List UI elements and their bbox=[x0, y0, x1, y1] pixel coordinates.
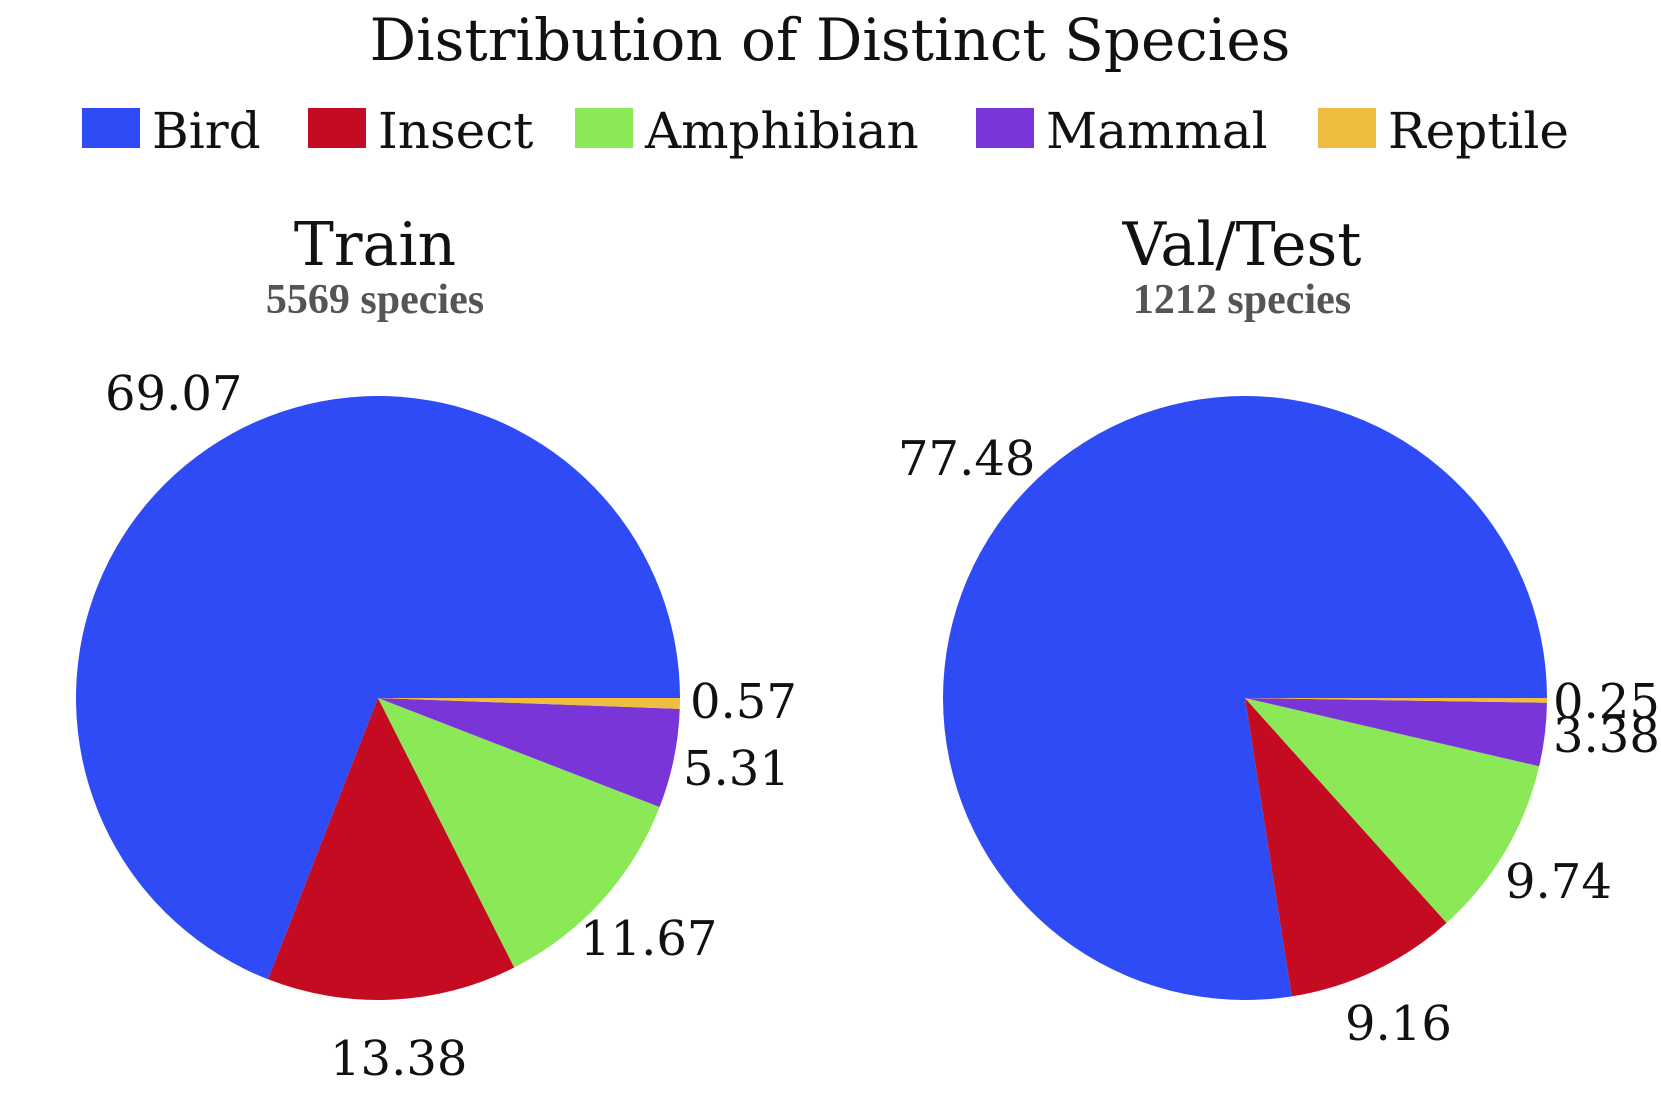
legend: Bird Insect Amphibian Mammal Reptile bbox=[82, 102, 1569, 160]
pie-val-test-label-bird: 77.48 bbox=[898, 431, 1035, 487]
legend-swatch-mammal bbox=[976, 108, 1034, 148]
pie-train-slice-amphibian bbox=[378, 698, 660, 968]
pie-train-slice-insect bbox=[268, 698, 515, 1000]
pie-train-label-mammal: 5.31 bbox=[683, 741, 790, 797]
pie-val-test-label-insect: 9.16 bbox=[1345, 996, 1452, 1052]
legend-swatch-reptile bbox=[1318, 108, 1376, 148]
pie-train-slice-mammal bbox=[378, 698, 680, 808]
pie-train-labels: 69.07 13.38 11.67 5.31 0.57 bbox=[105, 366, 797, 1087]
pie-train-label-bird: 69.07 bbox=[105, 366, 242, 422]
legend-swatch-insect bbox=[308, 108, 366, 148]
pie-train: Train 5569 species 69.07 13.38 11.67 5.31 0.… bbox=[75, 210, 797, 1087]
legend-label-mammal: Mammal bbox=[1046, 102, 1268, 160]
chart-title: Distribution of Distinct Species bbox=[370, 6, 1291, 74]
pie-val-test-subtitle: 1212 species bbox=[1133, 277, 1351, 323]
legend-label-insect: Insect bbox=[378, 102, 533, 160]
pie-val-test-label-mammal: 3.38 bbox=[1553, 708, 1660, 764]
pie-train-slice-reptile bbox=[378, 698, 680, 709]
pie-val-test-title: Val/Test bbox=[1122, 210, 1362, 280]
pie-val-test-slices bbox=[943, 395, 1547, 1001]
pie-val-test-slice-insect bbox=[1245, 698, 1447, 997]
pie-val-test-label-amphibian: 9.74 bbox=[1505, 854, 1612, 910]
legend-label-bird: Bird bbox=[152, 102, 261, 160]
pie-val-test-slice-amphibian bbox=[1245, 698, 1540, 923]
legend-label-reptile: Reptile bbox=[1388, 102, 1569, 160]
pie-train-slice-bird bbox=[75, 396, 680, 980]
pie-train-label-reptile: 0.57 bbox=[690, 674, 797, 730]
pie-val-test-slice-mammal bbox=[1245, 698, 1547, 767]
legend-label-amphibian: Amphibian bbox=[644, 102, 919, 160]
pie-val-test-slice-reptile bbox=[1245, 698, 1547, 703]
legend-swatch-amphibian bbox=[575, 108, 633, 148]
pie-train-title: Train bbox=[294, 210, 456, 280]
pie-val-test-labels: 77.48 9.16 9.74 3.380.25 bbox=[898, 431, 1660, 1052]
pie-train-slices bbox=[75, 396, 680, 1000]
pie-train-subtitle: 5569 species bbox=[266, 277, 484, 323]
pie-val-test: Val/Test 1212 species 77.48 9.16 9.74 3.380… bbox=[898, 210, 1660, 1052]
legend-swatch-bird bbox=[82, 108, 140, 148]
pie-train-label-insect: 13.38 bbox=[330, 1031, 467, 1087]
pie-train-label-amphibian: 11.67 bbox=[580, 911, 717, 967]
pie-val-test-label-reptile: 0.25 bbox=[1553, 674, 1660, 730]
